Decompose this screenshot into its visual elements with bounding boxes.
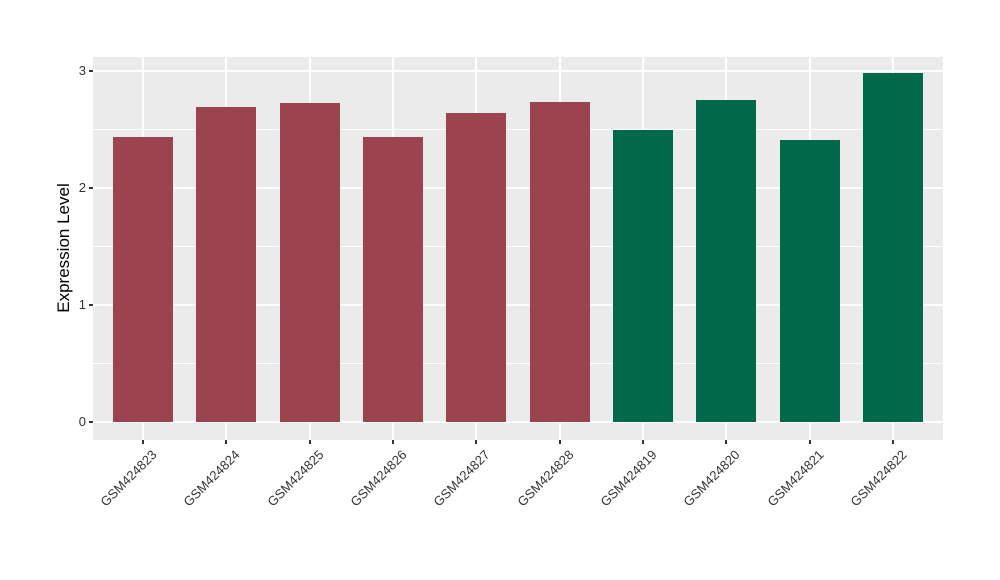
gridline-minor xyxy=(93,363,943,365)
x-tick-mark xyxy=(392,440,394,444)
gridline-major xyxy=(93,187,943,190)
x-tick-label: GSM424821 xyxy=(764,447,827,510)
y-axis-title: Expression Level xyxy=(54,183,73,313)
bar-gsm424821 xyxy=(780,140,840,423)
x-tick-label: GSM424828 xyxy=(514,447,577,510)
x-tick-label: GSM424824 xyxy=(180,447,243,510)
bar-gsm424820 xyxy=(696,100,756,423)
x-tick-label: GSM424819 xyxy=(597,447,660,510)
y-tick-label: 0 xyxy=(78,414,86,430)
x-tick-label: GSM424827 xyxy=(430,447,493,510)
bar-gsm424824 xyxy=(196,107,256,423)
bar-gsm424822 xyxy=(863,73,923,423)
bar-gsm424825 xyxy=(280,102,340,423)
gridline-major xyxy=(93,304,943,307)
x-tick-mark xyxy=(475,440,478,444)
x-tick-mark xyxy=(725,440,728,444)
y-tick-label: 2 xyxy=(78,180,86,196)
bar-gsm424819 xyxy=(613,129,673,423)
x-tick-mark xyxy=(225,440,228,444)
y-tick-mark xyxy=(89,421,93,424)
x-tick-label: GSM424820 xyxy=(680,447,743,510)
x-tick-label: GSM424826 xyxy=(347,447,410,510)
bar-gsm424828 xyxy=(530,101,590,423)
x-tick-label: GSM424823 xyxy=(97,447,160,510)
x-tick-mark xyxy=(892,440,894,444)
x-tick-mark xyxy=(808,440,811,444)
x-tick-mark xyxy=(642,440,644,444)
gridline-minor xyxy=(93,246,943,248)
x-tick-mark xyxy=(558,440,561,444)
x-tick-mark xyxy=(142,440,144,444)
gridline-major xyxy=(93,421,943,424)
y-tick-label: 1 xyxy=(78,297,86,313)
y-tick-label: 3 xyxy=(78,63,86,79)
bar-gsm424823 xyxy=(113,136,173,423)
bar-gsm424826 xyxy=(363,136,423,423)
x-tick-mark xyxy=(308,440,311,444)
y-tick-mark xyxy=(89,187,93,190)
gridline-minor xyxy=(93,129,943,131)
x-tick-label: GSM424822 xyxy=(847,447,910,510)
plot-panel xyxy=(93,57,943,440)
y-tick-mark xyxy=(89,70,93,73)
gridline-major xyxy=(93,70,943,73)
x-tick-label: GSM424825 xyxy=(264,447,327,510)
bar-gsm424827 xyxy=(446,113,506,423)
y-tick-mark xyxy=(89,304,93,307)
